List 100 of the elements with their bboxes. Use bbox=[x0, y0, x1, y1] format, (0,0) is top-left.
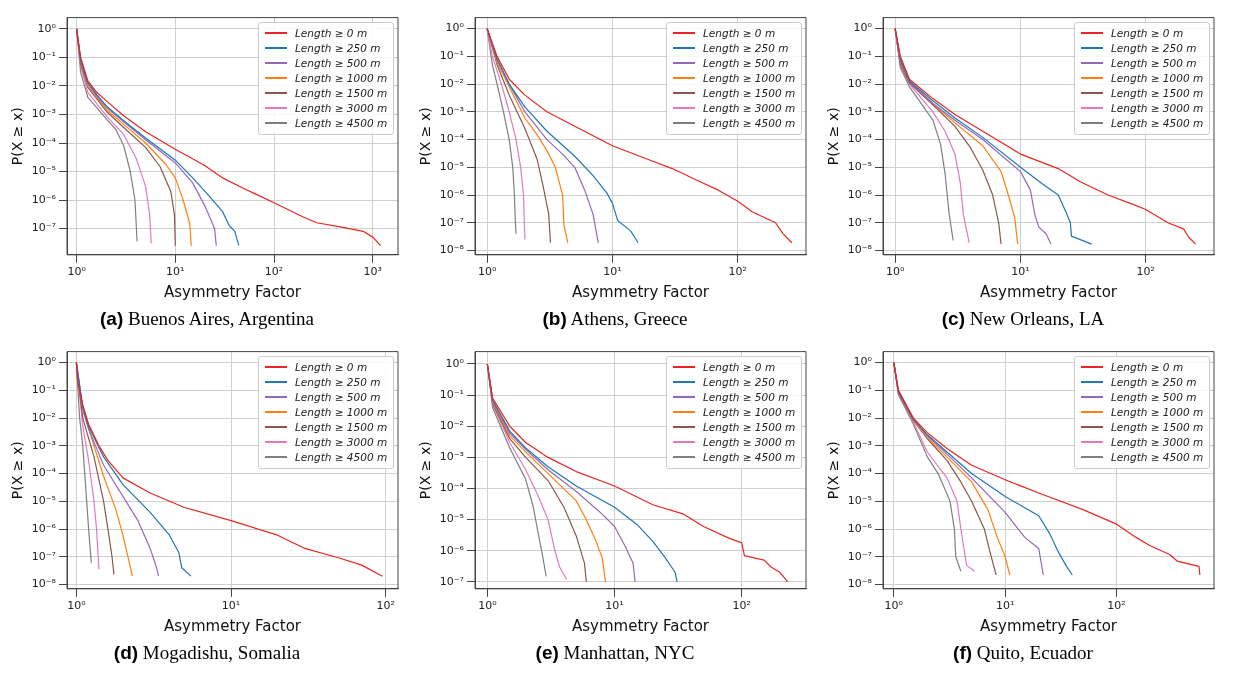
y-tick-label: 10⁻⁶ bbox=[31, 521, 57, 535]
y-tick-label: 10⁻³ bbox=[439, 450, 465, 464]
legend-label: Length ≥ 1000 m bbox=[1111, 406, 1204, 419]
y-tick-label: 10⁻⁶ bbox=[439, 543, 465, 557]
legend-label: Length ≥ 1500 m bbox=[1111, 421, 1204, 434]
y-tick-label: 10⁻² bbox=[31, 78, 57, 92]
text: (e) Manhattan, NYC bbox=[535, 642, 695, 663]
legend-label: Length ≥ 1500 m bbox=[703, 87, 796, 100]
x-tick-label: 10⁰ bbox=[477, 265, 497, 279]
x-tick-label: 10³ bbox=[363, 265, 383, 279]
legend-label: Length ≥ 0 m bbox=[703, 27, 776, 40]
y-tick-label: 10⁻¹ bbox=[847, 383, 873, 397]
y-axis-title: P(X ≥ x) bbox=[9, 441, 26, 500]
y-tick-label: 10⁻⁸ bbox=[847, 577, 873, 591]
x-axis-title: Asymmetry Factor bbox=[164, 616, 302, 635]
legend-label: Length ≥ 500 m bbox=[295, 391, 381, 404]
x-tick-label: 10¹ bbox=[166, 265, 185, 279]
legend-label: Length ≥ 250 m bbox=[703, 42, 789, 55]
y-tick-label: 10⁻⁷ bbox=[439, 215, 465, 229]
y-tick-label: 10⁻⁶ bbox=[439, 187, 465, 201]
y-tick-label: 10⁻² bbox=[31, 410, 57, 424]
x-axis-title: Asymmetry Factor bbox=[572, 282, 710, 301]
y-tick-label: 10⁻³ bbox=[31, 438, 57, 452]
text: (a) Buenos Aires, Argentina bbox=[100, 308, 314, 329]
text: (b) Athens, Greece bbox=[542, 308, 688, 329]
text: (d) Mogadishu, Somalia bbox=[113, 642, 301, 663]
x-axis-title: Asymmetry Factor bbox=[980, 616, 1118, 635]
y-axis-title: P(X ≥ x) bbox=[9, 107, 26, 166]
x-tick-label: 10⁰ bbox=[67, 265, 87, 279]
legend-label: Length ≥ 1000 m bbox=[295, 406, 388, 419]
legend-label: Length ≥ 0 m bbox=[295, 361, 368, 374]
y-tick-label: 10⁻⁴ bbox=[31, 466, 57, 480]
y-tick-label: 10⁻³ bbox=[31, 107, 57, 121]
y-tick-label: 10⁻¹ bbox=[847, 49, 873, 63]
x-tick-label: 10¹ bbox=[1011, 265, 1030, 279]
legend-label: Length ≥ 1500 m bbox=[1111, 87, 1204, 100]
legend-label: Length ≥ 250 m bbox=[703, 376, 789, 389]
y-tick-label: 10⁻⁶ bbox=[847, 521, 873, 535]
legend-label: Length ≥ 500 m bbox=[703, 57, 789, 70]
y-tick-label: 10⁻² bbox=[439, 76, 465, 90]
y-tick-label: 10⁻⁴ bbox=[439, 132, 465, 146]
legend-label: Length ≥ 1500 m bbox=[295, 87, 388, 100]
x-tick-label: 10² bbox=[264, 265, 284, 279]
y-tick-label: 10⁰ bbox=[853, 355, 873, 369]
y-axis-title: P(X ≥ x) bbox=[417, 441, 434, 500]
x-tick-label: 10¹ bbox=[605, 599, 624, 613]
y-tick-label: 10⁻⁴ bbox=[31, 135, 57, 149]
legend-label: Length ≥ 3000 m bbox=[295, 436, 388, 449]
legend-label: Length ≥ 3000 m bbox=[1111, 102, 1204, 115]
legend-label: Length ≥ 500 m bbox=[1111, 391, 1197, 404]
y-tick-label: 10⁻¹ bbox=[439, 387, 465, 401]
x-axis-title: Asymmetry Factor bbox=[572, 616, 710, 635]
legend-label: Length ≥ 1000 m bbox=[1111, 72, 1204, 85]
y-tick-label: 10⁻⁸ bbox=[439, 243, 465, 257]
y-tick-label: 10⁰ bbox=[37, 355, 57, 369]
y-tick-label: 10⁻⁷ bbox=[847, 215, 873, 229]
y-tick-label: 10⁰ bbox=[853, 21, 873, 35]
legend-label: Length ≥ 500 m bbox=[703, 391, 789, 404]
legend-label: Length ≥ 0 m bbox=[295, 27, 368, 40]
x-tick-label: 10⁰ bbox=[67, 599, 87, 613]
legend-label: Length ≥ 3000 m bbox=[703, 436, 796, 449]
y-tick-label: 10⁻⁴ bbox=[439, 481, 465, 495]
y-tick-label: 10⁻⁷ bbox=[439, 574, 465, 588]
legend-label: Length ≥ 1000 m bbox=[703, 72, 796, 85]
y-tick-label: 10⁻⁵ bbox=[31, 164, 57, 178]
y-tick-label: 10⁻¹ bbox=[31, 383, 57, 397]
x-tick-label: 10² bbox=[728, 265, 748, 279]
legend-label: Length ≥ 4500 m bbox=[1111, 451, 1204, 464]
x-axis-title: Asymmetry Factor bbox=[164, 282, 302, 301]
x-tick-label: 10² bbox=[1107, 599, 1126, 613]
legend-label: Length ≥ 250 m bbox=[1111, 42, 1197, 55]
legend-label: Length ≥ 3000 m bbox=[295, 102, 388, 115]
legend-label: Length ≥ 0 m bbox=[703, 361, 776, 374]
legend-label: Length ≥ 4500 m bbox=[703, 117, 796, 130]
legend-label: Length ≥ 3000 m bbox=[1111, 436, 1204, 449]
y-tick-label: 10⁻⁷ bbox=[31, 549, 57, 563]
y-tick-label: 10⁻⁵ bbox=[847, 494, 873, 508]
x-tick-label: 10² bbox=[376, 599, 395, 613]
y-tick-label: 10⁻⁵ bbox=[439, 160, 465, 174]
legend-label: Length ≥ 4500 m bbox=[1111, 117, 1204, 130]
y-tick-label: 10⁻⁵ bbox=[847, 160, 873, 174]
y-tick-label: 10⁻² bbox=[439, 419, 465, 433]
y-tick-label: 10⁻³ bbox=[847, 104, 873, 118]
legend-label: Length ≥ 1000 m bbox=[295, 72, 388, 85]
y-tick-label: 10⁻⁵ bbox=[31, 494, 57, 508]
y-tick-label: 10⁻⁶ bbox=[847, 187, 873, 201]
legend-label: Length ≥ 250 m bbox=[1111, 376, 1197, 389]
legend-label: Length ≥ 1000 m bbox=[703, 406, 796, 419]
y-tick-label: 10⁻⁴ bbox=[847, 466, 873, 480]
y-tick-label: 10⁻⁴ bbox=[847, 132, 873, 146]
y-tick-label: 10⁰ bbox=[37, 21, 57, 35]
x-tick-label: 10¹ bbox=[995, 599, 1015, 613]
x-tick-label: 10² bbox=[1136, 265, 1156, 279]
y-tick-label: 10⁻⁷ bbox=[31, 221, 57, 235]
y-tick-label: 10⁻² bbox=[847, 76, 873, 90]
legend-label: Length ≥ 0 m bbox=[1111, 27, 1184, 40]
legend-label: Length ≥ 1500 m bbox=[703, 421, 796, 434]
y-tick-label: 10⁻⁷ bbox=[847, 549, 873, 563]
legend-label: Length ≥ 4500 m bbox=[295, 451, 388, 464]
legend-label: Length ≥ 4500 m bbox=[703, 451, 796, 464]
